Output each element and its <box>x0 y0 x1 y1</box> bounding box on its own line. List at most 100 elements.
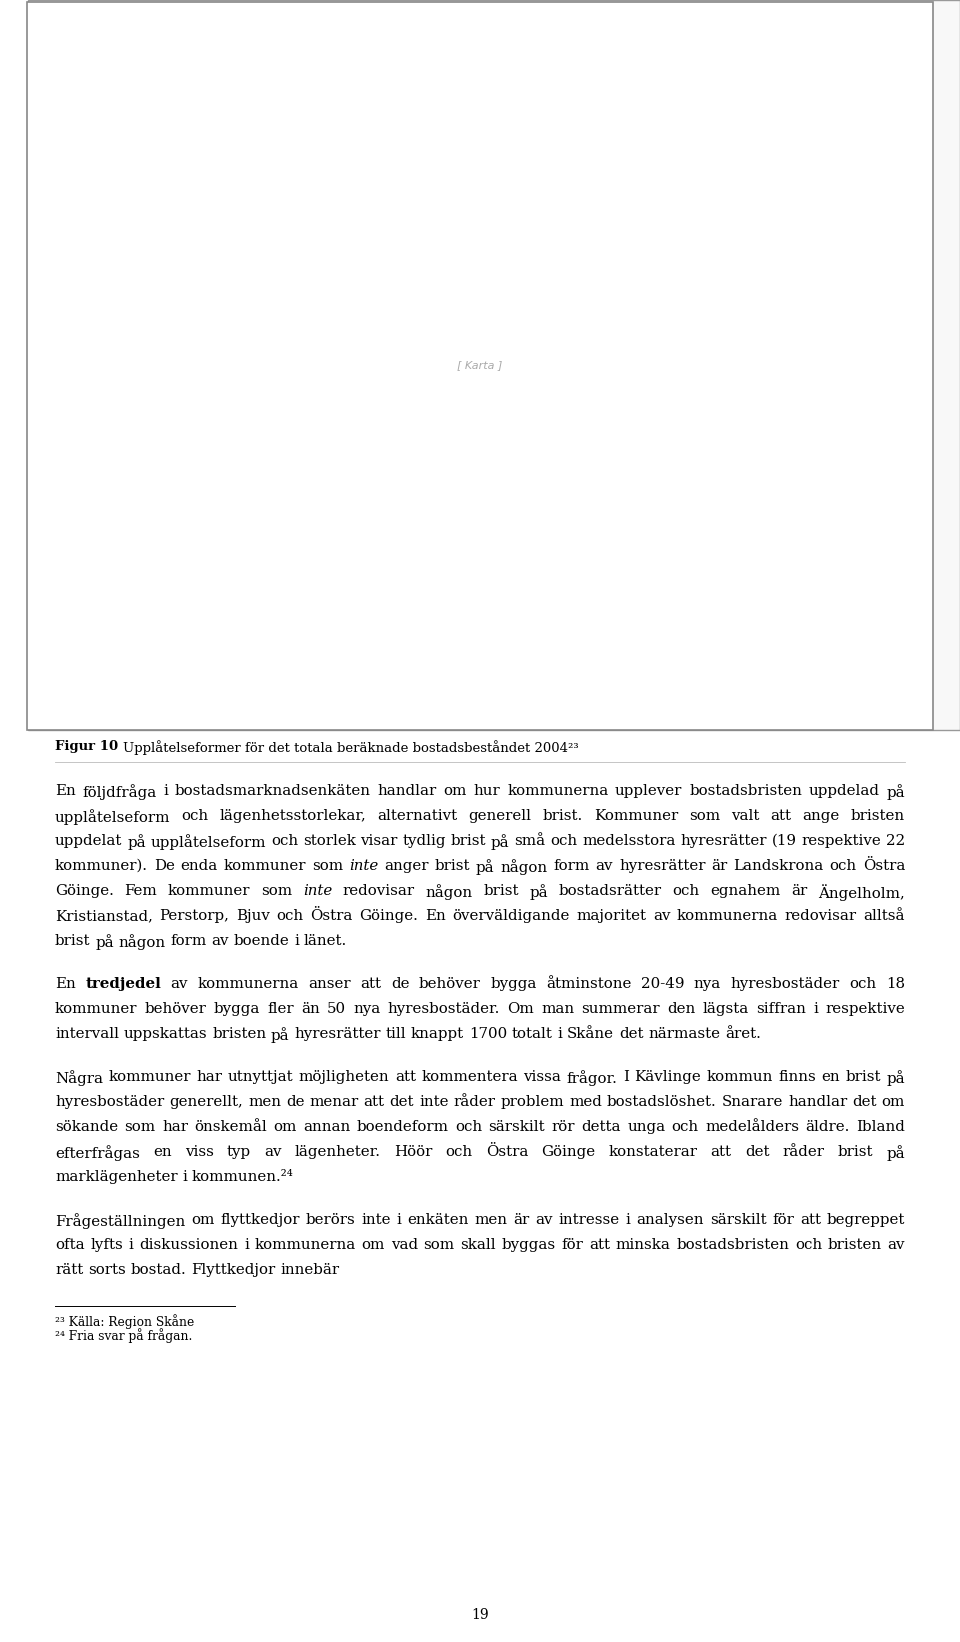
Text: uppdelad: uppdelad <box>808 783 879 798</box>
Text: de: de <box>286 1095 304 1108</box>
Text: Bjuv: Bjuv <box>236 910 270 923</box>
Text: knappt: knappt <box>411 1026 464 1041</box>
Text: att: att <box>360 977 381 992</box>
Text: hyresbostäder.: hyresbostäder. <box>388 1002 500 1016</box>
Text: sorts: sorts <box>88 1263 126 1277</box>
Text: och: och <box>550 834 577 847</box>
Text: kommun: kommun <box>707 1071 773 1084</box>
Text: att: att <box>771 810 792 823</box>
Text: vissa: vissa <box>523 1071 562 1084</box>
Text: lägenheter.: lägenheter. <box>295 1144 381 1159</box>
Text: följdfråga: följdfråga <box>83 783 156 800</box>
Text: och: och <box>829 859 856 874</box>
Text: upplåtelseform: upplåtelseform <box>55 810 171 824</box>
Text: att: att <box>395 1071 416 1084</box>
Text: hyresrätter: hyresrätter <box>681 834 767 847</box>
Text: i: i <box>295 934 300 947</box>
Text: hyresrätter: hyresrätter <box>295 1026 381 1041</box>
Text: inte: inte <box>303 883 332 898</box>
Text: respektive: respektive <box>802 834 881 847</box>
Text: Kävlinge: Kävlinge <box>635 1071 701 1084</box>
Text: Östra: Östra <box>486 1144 528 1159</box>
Text: den: den <box>667 1002 696 1016</box>
Text: innebär: innebär <box>280 1263 339 1277</box>
Text: för: för <box>562 1238 584 1251</box>
Text: och: och <box>181 810 208 823</box>
Text: En: En <box>424 910 445 923</box>
Text: att: att <box>800 1213 821 1227</box>
Text: uppskattas: uppskattas <box>124 1026 207 1041</box>
Text: någon: någon <box>425 883 472 900</box>
Text: som: som <box>125 1120 156 1135</box>
Text: enda: enda <box>180 859 218 874</box>
Text: bostad.: bostad. <box>131 1263 186 1277</box>
Text: i: i <box>182 1171 187 1184</box>
Text: det: det <box>390 1095 414 1108</box>
Text: Snarare: Snarare <box>722 1095 783 1108</box>
Text: på: på <box>95 934 114 949</box>
Text: Göinge.: Göinge. <box>55 883 114 898</box>
Text: i: i <box>813 1002 818 1016</box>
Text: brist: brist <box>435 859 470 874</box>
Text: siffran: siffran <box>756 1002 806 1016</box>
Text: kommentera: kommentera <box>421 1071 517 1084</box>
Text: unga: unga <box>627 1120 665 1135</box>
Text: bristen: bristen <box>828 1238 882 1251</box>
Text: det: det <box>619 1026 643 1041</box>
Text: Östra: Östra <box>310 910 352 923</box>
Text: om: om <box>191 1213 214 1227</box>
Text: och: och <box>271 834 298 847</box>
Text: sökande: sökande <box>55 1120 118 1135</box>
Text: kommuner: kommuner <box>55 1002 137 1016</box>
Text: problem: problem <box>500 1095 564 1108</box>
Text: Figur 10: Figur 10 <box>55 741 123 754</box>
Text: detta: detta <box>582 1120 621 1135</box>
Text: minska: minska <box>615 1238 670 1251</box>
Text: totalt: totalt <box>512 1026 553 1041</box>
Text: bygga: bygga <box>214 1002 260 1016</box>
Text: det: det <box>852 1095 876 1108</box>
Text: Kommuner: Kommuner <box>594 810 678 823</box>
Text: upplåtelseform: upplåtelseform <box>151 834 266 851</box>
Text: kommunerna: kommunerna <box>198 977 299 992</box>
Bar <box>27 2 933 731</box>
Text: särskilt: särskilt <box>489 1120 545 1135</box>
Text: form: form <box>171 934 206 947</box>
Text: respektive: respektive <box>826 1002 905 1016</box>
Text: hyresbostäder: hyresbostäder <box>55 1095 164 1108</box>
Text: [ Karta ]: [ Karta ] <box>457 360 503 369</box>
Text: konstaterar: konstaterar <box>609 1144 698 1159</box>
Text: alltså: alltså <box>863 910 905 923</box>
Text: kommunerna: kommunerna <box>507 783 609 798</box>
Text: är: är <box>514 1213 530 1227</box>
Text: boendeform: boendeform <box>357 1120 448 1135</box>
Text: i: i <box>129 1238 133 1251</box>
Text: intresse: intresse <box>559 1213 620 1227</box>
Text: för: för <box>772 1213 794 1227</box>
Text: generellt,: generellt, <box>169 1095 243 1108</box>
Text: bostadslöshet.: bostadslöshet. <box>607 1095 716 1108</box>
Text: lyfts: lyfts <box>90 1238 123 1251</box>
Text: närmaste: närmaste <box>648 1026 720 1041</box>
Text: En: En <box>55 783 76 798</box>
Text: bostadsbristen: bostadsbristen <box>689 783 802 798</box>
Text: diskussionen: diskussionen <box>139 1238 238 1251</box>
Text: inte: inte <box>361 1213 391 1227</box>
Text: med: med <box>569 1095 602 1108</box>
Text: redovisar: redovisar <box>343 883 415 898</box>
Text: de: de <box>391 977 409 992</box>
Text: (19: (19 <box>772 834 797 847</box>
Text: året.: året. <box>725 1026 760 1041</box>
Text: alternativt: alternativt <box>377 810 458 823</box>
Text: önskemål: önskemål <box>194 1120 267 1135</box>
Text: medelsstora: medelsstora <box>582 834 676 847</box>
Text: Flyttkedjor: Flyttkedjor <box>191 1263 276 1277</box>
Text: på: på <box>886 1144 905 1161</box>
Text: handlar: handlar <box>788 1095 847 1108</box>
Text: om: om <box>362 1238 385 1251</box>
Text: viss: viss <box>185 1144 214 1159</box>
Text: En: En <box>55 977 76 992</box>
Text: brist: brist <box>846 1071 881 1084</box>
Text: berörs: berörs <box>305 1213 355 1227</box>
Text: av: av <box>887 1238 905 1251</box>
